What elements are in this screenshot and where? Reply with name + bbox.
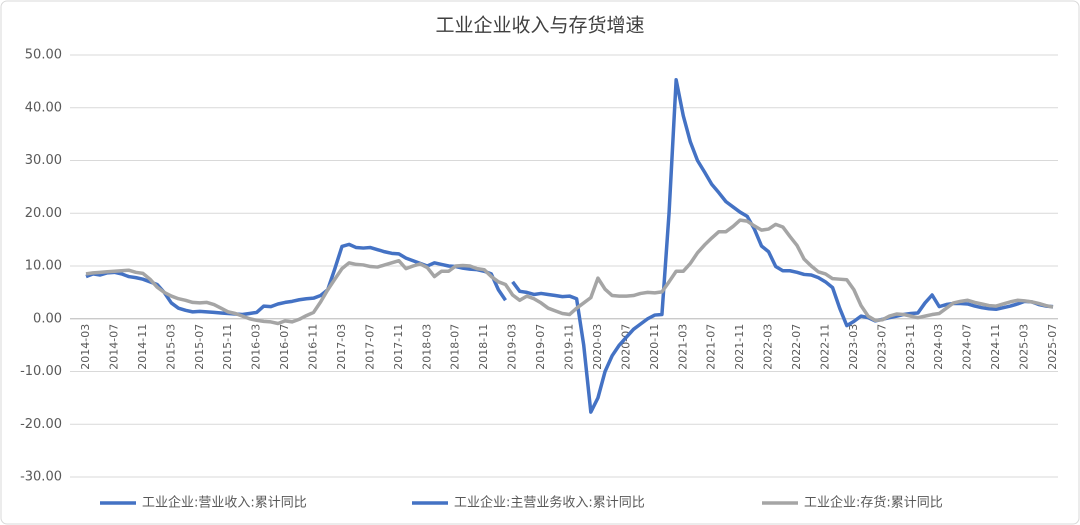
chart-title: 工业企业收入与存货增速 xyxy=(435,15,644,37)
x-tick-label: 2021-11 xyxy=(733,324,746,370)
x-tick-label: 2021-03 xyxy=(676,324,689,370)
x-tick-label: 2019-07 xyxy=(534,324,547,370)
x-tick-label: 2016-11 xyxy=(307,324,320,370)
x-tick-label: 2018-03 xyxy=(420,324,433,370)
x-tick-label: 2023-11 xyxy=(904,324,917,370)
y-tick-label: -30.00 xyxy=(20,470,62,485)
legend-label: 工业企业:营业收入:累计同比 xyxy=(142,495,307,511)
y-tick-label: 30.00 xyxy=(25,153,62,168)
x-tick-label: 2018-11 xyxy=(477,324,490,370)
x-tick-label: 2019-03 xyxy=(506,324,519,370)
x-tick-label: 2019-11 xyxy=(563,324,576,370)
x-tick-label: 2017-03 xyxy=(335,324,348,370)
x-tick-label: 2022-11 xyxy=(818,324,831,370)
y-tick-label: 10.00 xyxy=(25,259,62,274)
x-tick-label: 2015-11 xyxy=(221,324,234,370)
x-tick-label: 2017-11 xyxy=(392,324,405,370)
x-tick-label: 2023-07 xyxy=(875,324,888,370)
y-tick-label: 20.00 xyxy=(25,206,62,221)
x-tick-label: 2016-03 xyxy=(250,324,263,370)
y-tick-label: -20.00 xyxy=(20,417,62,432)
x-tick-label: 2014-07 xyxy=(107,324,120,370)
x-tick-label: 2015-07 xyxy=(193,324,206,370)
x-tick-label: 2024-11 xyxy=(989,324,1002,370)
y-tick-label: -10.00 xyxy=(20,364,62,379)
x-tick-label: 2022-07 xyxy=(790,324,803,370)
x-tick-label: 2024-03 xyxy=(932,324,945,370)
x-tick-label: 2020-11 xyxy=(648,324,661,370)
x-tick-label: 2023-03 xyxy=(847,324,860,370)
x-tick-label: 2025-07 xyxy=(1046,324,1059,370)
x-tick-label: 2021-07 xyxy=(705,324,718,370)
x-tick-label: 2018-07 xyxy=(449,324,462,370)
y-tick-label: 0.00 xyxy=(33,311,62,326)
series-line xyxy=(85,218,1054,326)
x-tick-label: 2014-03 xyxy=(79,324,92,370)
x-tick-label: 2017-07 xyxy=(363,324,376,370)
x-tick-label: 2015-03 xyxy=(164,324,177,370)
legend-label: 工业企业:主营业务收入:累计同比 xyxy=(454,495,645,511)
x-tick-label: 2022-03 xyxy=(762,324,775,370)
series-line xyxy=(511,78,1054,414)
x-tick-label: 2025-03 xyxy=(1018,324,1031,370)
x-tick-label: 2014-11 xyxy=(136,324,149,370)
legend-label: 工业企业:存货:累计同比 xyxy=(804,495,943,511)
x-tick-label: 2020-03 xyxy=(591,324,604,370)
x-tick-label: 2016-07 xyxy=(278,324,291,370)
x-tick-label: 2024-07 xyxy=(961,324,974,370)
y-tick-label: 50.00 xyxy=(25,48,62,63)
y-tick-label: 40.00 xyxy=(25,100,62,115)
